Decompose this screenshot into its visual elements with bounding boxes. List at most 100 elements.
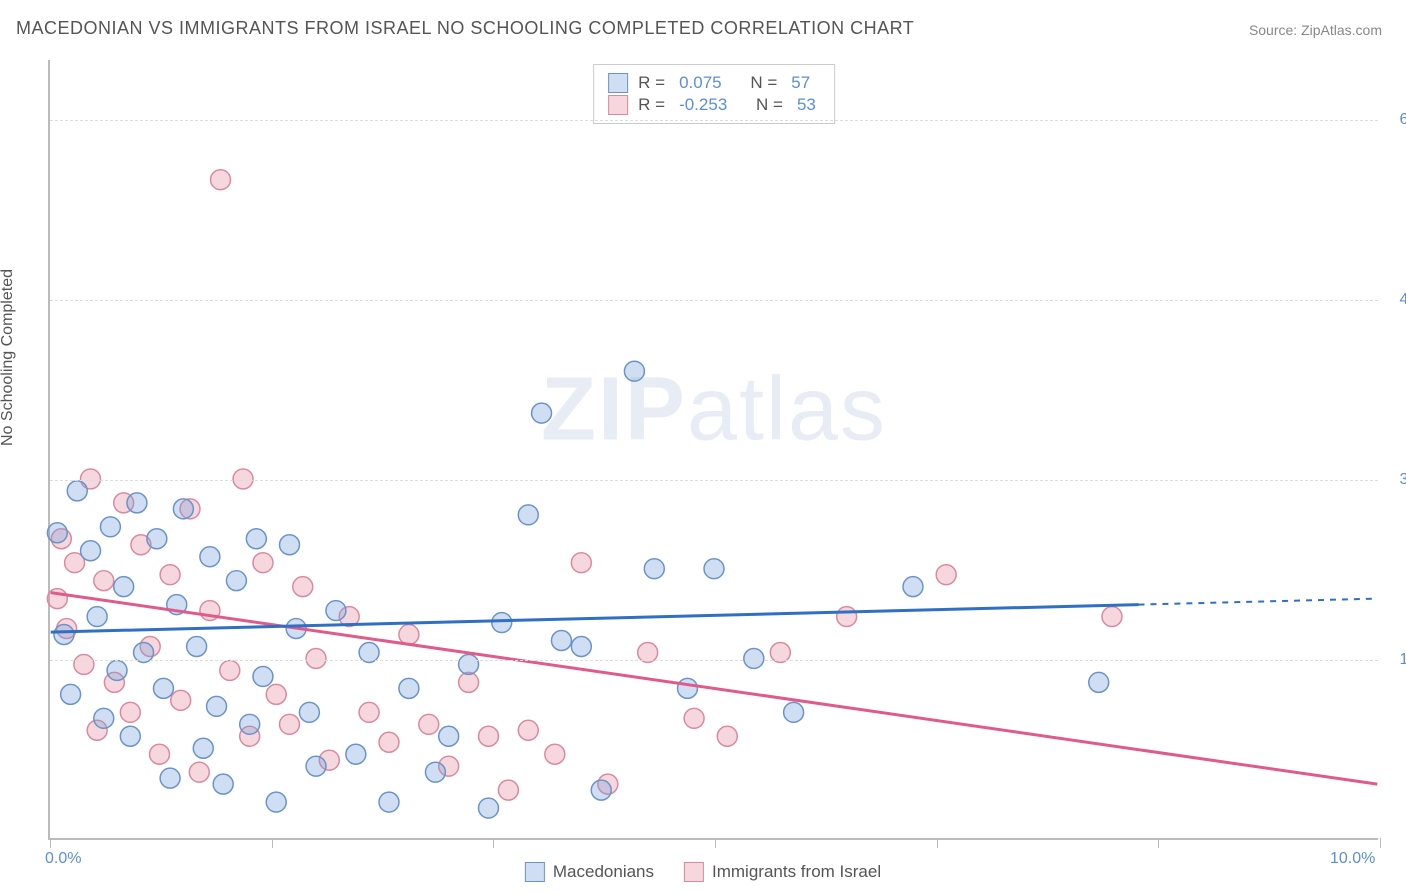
y-tick-label: 6.0% — [1400, 111, 1406, 129]
scatter-point — [160, 565, 180, 585]
legend-label: Immigrants from Israel — [712, 862, 881, 882]
x-tick — [1380, 838, 1381, 848]
scatter-point — [439, 726, 459, 746]
scatter-point — [120, 726, 140, 746]
scatter-point — [127, 493, 147, 513]
gridline — [50, 300, 1378, 301]
scatter-point — [704, 559, 724, 579]
scatter-point — [684, 708, 704, 728]
scatter-point — [200, 547, 220, 567]
scatter-point — [211, 170, 231, 190]
scatter-point — [784, 702, 804, 722]
scatter-point — [67, 481, 87, 501]
scatter-point — [61, 684, 81, 704]
scatter-point — [399, 678, 419, 698]
scatter-point — [246, 529, 266, 549]
scatter-svg — [50, 60, 1378, 838]
scatter-point — [571, 553, 591, 573]
legend-item-israel: Immigrants from Israel — [684, 862, 881, 882]
scatter-point — [644, 559, 664, 579]
scatter-point — [47, 589, 67, 609]
scatter-point — [299, 702, 319, 722]
scatter-point — [147, 529, 167, 549]
scatter-point — [47, 523, 67, 543]
chart-title: MACEDONIAN VS IMMIGRANTS FROM ISRAEL NO … — [16, 18, 914, 39]
scatter-point — [551, 631, 571, 651]
scatter-point — [74, 654, 94, 674]
scatter-point — [1089, 672, 1109, 692]
scatter-point — [253, 553, 273, 573]
x-tick — [50, 838, 51, 848]
scatter-point — [233, 469, 253, 489]
scatter-point — [379, 732, 399, 752]
scatter-point — [81, 541, 101, 561]
scatter-point — [54, 625, 74, 645]
scatter-point — [306, 756, 326, 776]
gridline — [50, 120, 1378, 121]
scatter-point — [94, 708, 114, 728]
scatter-point — [189, 762, 209, 782]
x-tick — [715, 838, 716, 848]
scatter-point — [193, 738, 213, 758]
scatter-point — [187, 637, 207, 657]
scatter-point — [213, 774, 233, 794]
scatter-point — [107, 660, 127, 680]
gridline — [50, 480, 1378, 481]
x-tick — [493, 838, 494, 848]
scatter-point — [114, 577, 134, 597]
y-tick-label: 4.5% — [1400, 291, 1406, 309]
legend-item-macedonians: Macedonians — [525, 862, 654, 882]
scatter-point — [150, 744, 170, 764]
x-tick — [272, 838, 273, 848]
scatter-point — [425, 762, 445, 782]
scatter-point — [306, 648, 326, 668]
y-tick-label: 3.0% — [1400, 471, 1406, 489]
legend-swatch-israel — [684, 862, 704, 882]
y-axis-label: No Schooling Completed — [0, 269, 17, 446]
scatter-point — [100, 517, 120, 537]
scatter-point — [266, 792, 286, 812]
legend-label: Macedonians — [553, 862, 654, 882]
scatter-point — [419, 714, 439, 734]
scatter-point — [171, 690, 191, 710]
scatter-point — [837, 607, 857, 627]
scatter-point — [153, 678, 173, 698]
scatter-point — [399, 625, 419, 645]
scatter-point — [1102, 607, 1122, 627]
scatter-point — [571, 637, 591, 657]
scatter-point — [379, 792, 399, 812]
regression-line-macedonians-dashed — [1139, 599, 1378, 605]
scatter-point — [240, 714, 260, 734]
scatter-point — [744, 648, 764, 668]
scatter-point — [459, 672, 479, 692]
scatter-point — [479, 798, 499, 818]
scatter-point — [359, 702, 379, 722]
scatter-point — [498, 780, 518, 800]
x-tick-label: 0.0% — [45, 850, 81, 868]
scatter-point — [459, 654, 479, 674]
scatter-point — [936, 565, 956, 585]
x-tick-label: 10.0% — [1330, 850, 1375, 868]
scatter-point — [280, 714, 300, 734]
scatter-point — [717, 726, 737, 746]
scatter-point — [207, 696, 227, 716]
scatter-point — [479, 726, 499, 746]
scatter-point — [94, 571, 114, 591]
scatter-point — [624, 361, 644, 381]
x-tick — [1158, 838, 1159, 848]
bottom-legend: Macedonians Immigrants from Israel — [525, 862, 881, 882]
gridline — [50, 660, 1378, 661]
scatter-point — [518, 720, 538, 740]
scatter-point — [226, 571, 246, 591]
scatter-point — [492, 613, 512, 633]
regression-line-israel — [51, 593, 1378, 785]
scatter-point — [293, 577, 313, 597]
scatter-point — [266, 684, 286, 704]
scatter-point — [518, 505, 538, 525]
y-tick-label: 1.5% — [1400, 651, 1406, 669]
scatter-point — [677, 678, 697, 698]
scatter-point — [87, 607, 107, 627]
scatter-point — [160, 768, 180, 788]
scatter-point — [346, 744, 366, 764]
scatter-point — [545, 744, 565, 764]
